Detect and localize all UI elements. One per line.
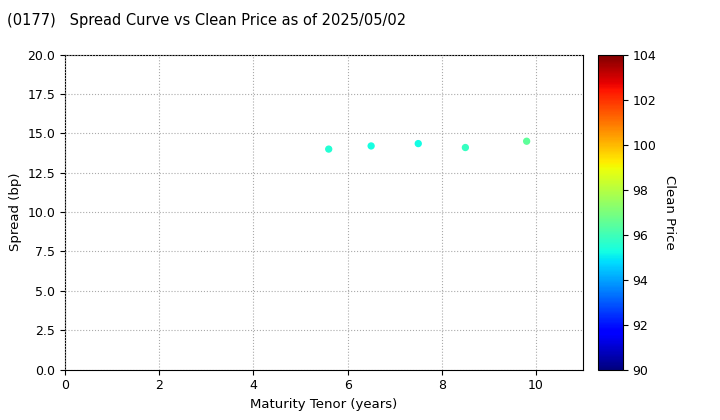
Text: (0177)   Spread Curve vs Clean Price as of 2025/05/02: (0177) Spread Curve vs Clean Price as of…: [7, 13, 406, 28]
Point: [459, 144, 471, 151]
Point: [413, 140, 424, 147]
X-axis label: Maturity Tenor (years): Maturity Tenor (years): [251, 398, 397, 411]
Y-axis label: Spread (bp): Spread (bp): [9, 173, 22, 251]
Point: [521, 138, 532, 144]
Point: [323, 146, 335, 152]
Y-axis label: Clean Price: Clean Price: [663, 175, 676, 249]
Point: [365, 143, 377, 150]
